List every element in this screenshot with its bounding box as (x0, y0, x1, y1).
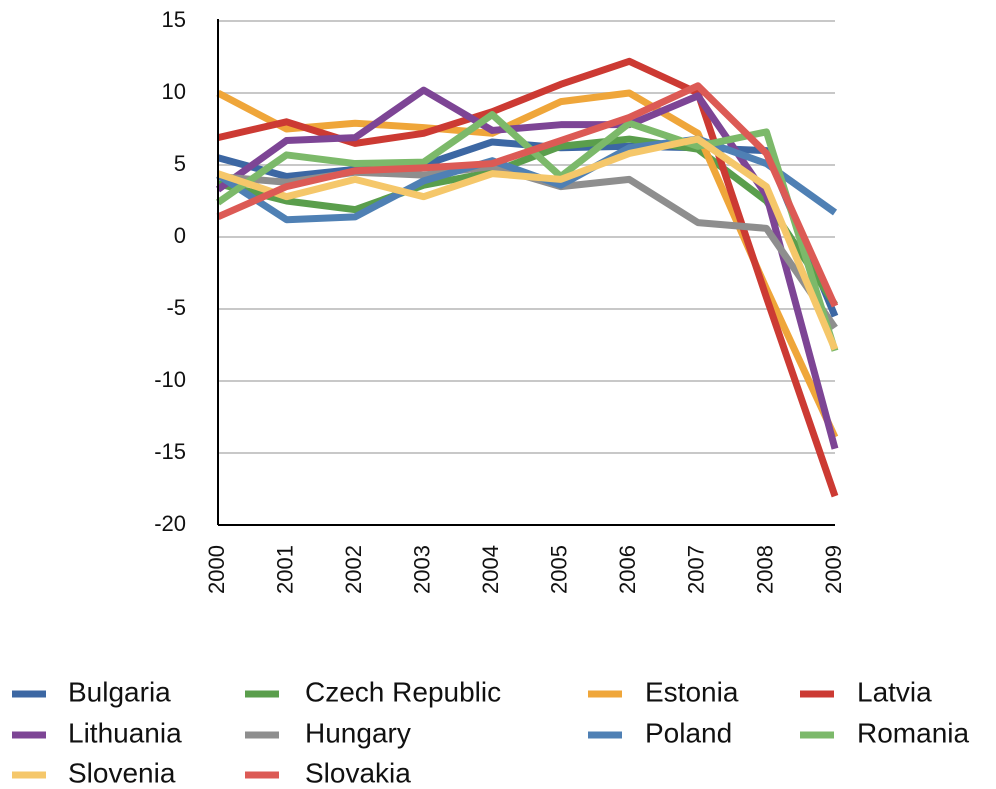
y-tick-label: 10 (162, 79, 186, 104)
x-tick-label: 2002 (341, 545, 366, 594)
x-tick-label: 2009 (821, 545, 846, 594)
series-line (217, 57, 839, 498)
y-tick-label: 5 (174, 151, 186, 176)
x-tick-label: 2003 (409, 545, 434, 594)
y-tick-label: -20 (154, 511, 186, 536)
series-line (216, 135, 838, 224)
x-tick-label: 2000 (204, 545, 229, 594)
legend-label: Lithuania (68, 717, 182, 748)
y-tick-label: -15 (154, 439, 186, 464)
x-tick-label: 2004 (478, 545, 503, 594)
x-tick-label: 2005 (547, 545, 572, 594)
series-line (216, 111, 839, 352)
legend-label: Latvia (857, 676, 932, 707)
legend-label: Slovakia (305, 757, 411, 788)
x-tick-label: 2008 (752, 545, 777, 594)
x-tick-label: 2001 (272, 545, 297, 594)
legend-label: Romania (857, 717, 969, 748)
legend-label: Slovenia (68, 757, 176, 788)
series-line (217, 135, 838, 307)
series-line (216, 135, 839, 351)
series-line (216, 82, 839, 308)
y-tick-label: -10 (154, 367, 186, 392)
y-tick-label: -5 (166, 295, 186, 320)
x-tick-label: 2006 (615, 545, 640, 594)
x-tick-label: 2007 (684, 545, 709, 594)
y-tick-label: 0 (174, 223, 186, 248)
series-line (216, 89, 839, 439)
y-tick-label: 15 (162, 7, 186, 32)
legend-label: Bulgaria (68, 676, 171, 707)
legend-label: Hungary (305, 717, 411, 748)
series-line (215, 86, 839, 450)
legend-label: Poland (645, 717, 732, 748)
legend-label: Estonia (645, 676, 739, 707)
legend-label: Czech Republic (305, 676, 501, 707)
